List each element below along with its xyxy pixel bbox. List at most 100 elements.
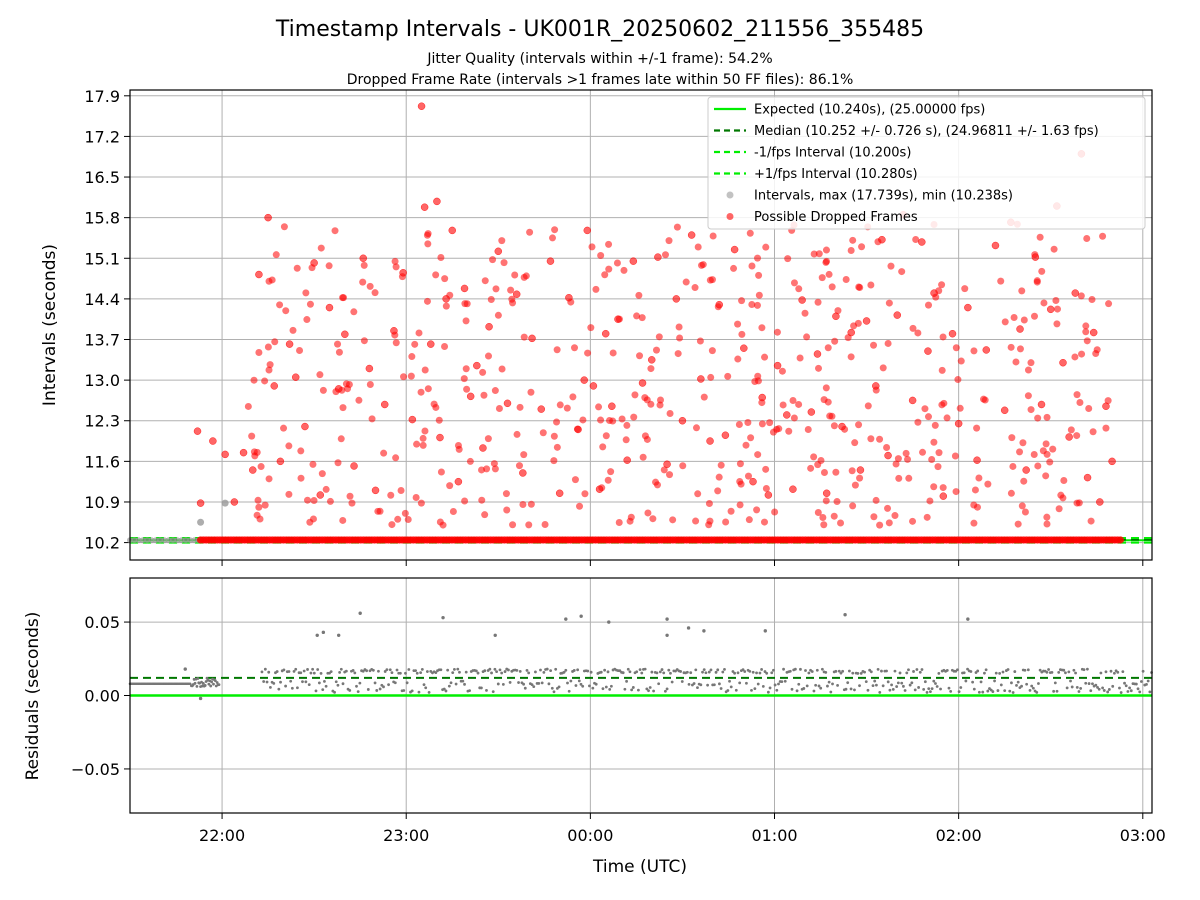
- dropped-frame-point: [339, 404, 347, 412]
- dropped-frame-point: [193, 427, 202, 435]
- residual-point: [939, 687, 942, 691]
- residual-point: [203, 684, 207, 687]
- residual-point: [1123, 681, 1126, 685]
- residual-point: [701, 670, 704, 674]
- legend-box: [707, 96, 1146, 230]
- dropped-frame-point: [908, 396, 917, 405]
- residual-point: [788, 669, 792, 673]
- residual-point: [378, 687, 382, 691]
- dropped-frame-point: [1042, 472, 1050, 480]
- residual-point: [670, 680, 674, 684]
- interval-point: [131, 537, 138, 544]
- residual-point: [972, 687, 976, 691]
- residual-point: [679, 670, 682, 673]
- residual-point: [377, 669, 380, 673]
- residual-point: [783, 679, 787, 683]
- residual-point: [1099, 671, 1103, 675]
- dropped-frame-point: [823, 257, 831, 265]
- residual-outlier-point: [966, 617, 970, 621]
- residual-point: [485, 688, 488, 692]
- residual-point: [1089, 689, 1093, 693]
- dropped-frame-point: [921, 405, 929, 413]
- residual-point: [1047, 668, 1050, 671]
- dropped-frame-point: [623, 421, 631, 429]
- interval-point: [187, 537, 194, 544]
- residual-point: [925, 690, 929, 694]
- dropped-frame-point: [748, 301, 756, 309]
- residual-point: [847, 669, 851, 673]
- dropped-frame-point: [604, 476, 612, 484]
- residual-point: [947, 686, 951, 690]
- dropped-frame-point: [485, 322, 493, 331]
- dropped-frame-point: [257, 463, 265, 471]
- residual-point: [885, 669, 888, 673]
- residual-point: [493, 667, 497, 671]
- dropped-frame-point: [417, 102, 426, 110]
- residual-point: [591, 686, 595, 690]
- dropped-frame-point: [551, 226, 559, 234]
- dropped-frame-point: [876, 521, 884, 529]
- residual-point: [804, 669, 807, 672]
- dropped-frame-point: [460, 284, 469, 293]
- dropped-frame-point: [914, 329, 922, 337]
- dropped-frame-point: [567, 298, 575, 306]
- dropped-frame-point: [605, 240, 613, 248]
- dropped-frame-point: [822, 489, 831, 498]
- chart-subtitle-dropped: Dropped Frame Rate (intervals >1 frames …: [347, 72, 854, 88]
- dropped-frame-point: [676, 334, 684, 342]
- residual-point: [547, 682, 551, 686]
- residual-point: [871, 684, 875, 688]
- residual-point: [729, 685, 733, 689]
- residual-point: [540, 681, 544, 685]
- dropped-frame-point: [931, 421, 939, 429]
- residual-point: [586, 669, 590, 673]
- dropped-frame-point: [923, 513, 931, 521]
- residual-outlier-point: [763, 629, 767, 633]
- bottom-axes-frame: [129, 577, 1153, 814]
- residual-outlier-point: [358, 611, 362, 615]
- dropped-frame-point: [528, 334, 536, 343]
- dropped-frame-point: [630, 413, 638, 421]
- dropped-frame-point: [783, 411, 791, 419]
- dropped-frame-point: [1096, 498, 1104, 506]
- residual-point: [640, 671, 644, 675]
- dropped-frame-point: [970, 501, 978, 509]
- dropped-frame-point: [814, 509, 822, 517]
- dropped-frame-point: [1007, 489, 1015, 497]
- residual-point: [1141, 669, 1145, 673]
- residual-point: [903, 689, 907, 692]
- dropped-frame-point: [255, 349, 263, 357]
- dropped-frame-point: [771, 508, 779, 516]
- dropped-frame-point: [1104, 397, 1112, 405]
- dropped-frame-point: [919, 448, 927, 456]
- residual-point: [468, 689, 471, 693]
- dropped-frame-point: [939, 492, 948, 500]
- dropped-frame-point: [790, 279, 798, 287]
- residual-point: [652, 689, 655, 693]
- residual-point: [1148, 690, 1152, 694]
- residual-point: [532, 685, 536, 689]
- residual-point: [517, 681, 520, 684]
- residual-point: [1001, 670, 1005, 674]
- dropped-frame-point: [297, 474, 305, 482]
- bottom-xtick-label: 02:00: [936, 826, 982, 845]
- dropped-frame-point: [1014, 520, 1022, 528]
- dropped-frame-point: [371, 486, 380, 495]
- dropped-frame-point: [694, 243, 702, 251]
- residual-point: [1064, 671, 1067, 675]
- dropped-frame-point: [401, 509, 409, 517]
- residual-point: [348, 689, 352, 692]
- residual-point: [601, 687, 605, 691]
- dropped-frame-point: [1038, 267, 1046, 275]
- residual-point: [398, 671, 402, 675]
- legend-label: Median (10.252 +/- 0.726 s), (24.96811 +…: [754, 124, 1099, 139]
- residual-point: [728, 679, 731, 683]
- residual-point: [272, 681, 276, 685]
- dropped-frame-point: [730, 245, 739, 254]
- dropped-frame-point: [672, 295, 681, 303]
- dropped-frame-point: [872, 386, 880, 394]
- residual-point: [1008, 689, 1012, 693]
- dropped-frame-point: [1060, 477, 1068, 485]
- dropped-frame-point: [804, 425, 812, 433]
- dropped-frame-point: [964, 303, 972, 312]
